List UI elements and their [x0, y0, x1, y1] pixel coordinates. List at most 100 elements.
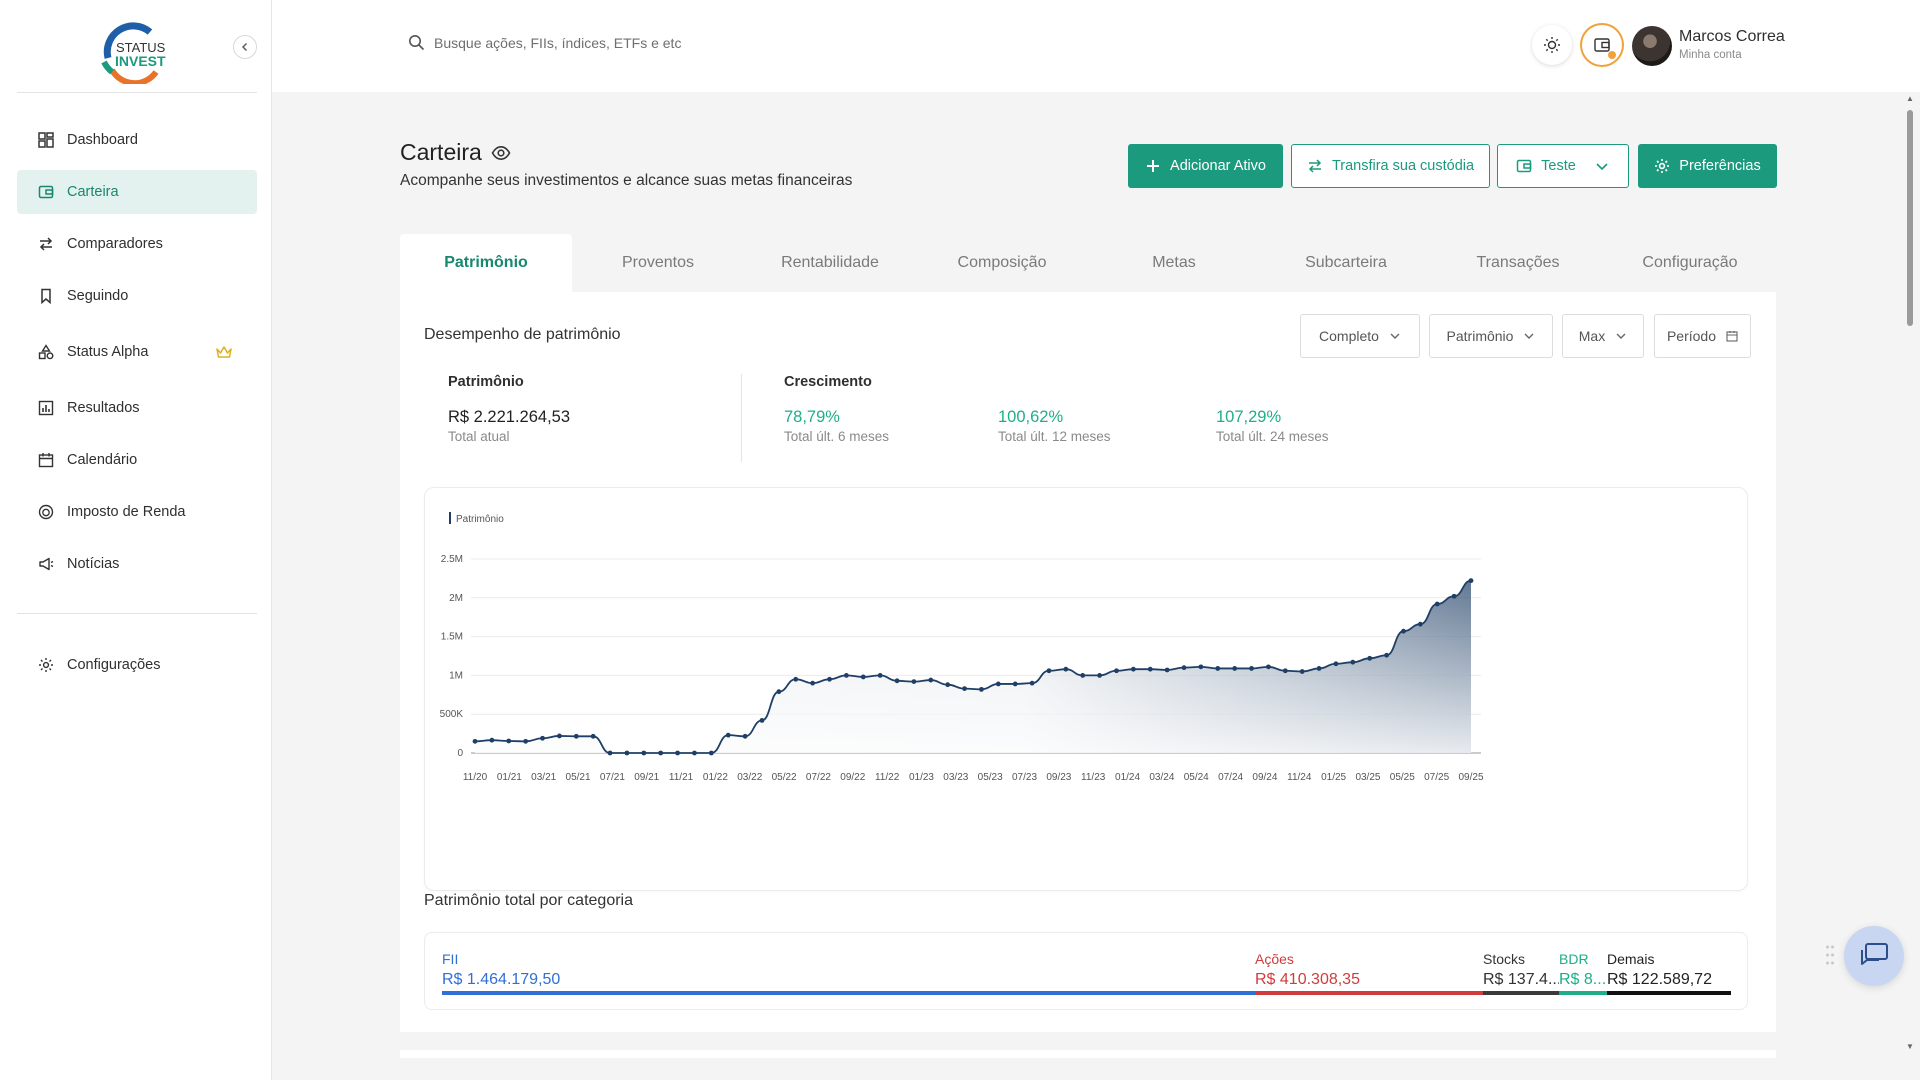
legend-swatch [449, 512, 451, 524]
data-point [1451, 593, 1457, 599]
x-tick-label: 05/23 [978, 772, 1003, 783]
sidebar-item-configuracoes[interactable]: Configurações [17, 643, 257, 687]
x-tick-label: 03/21 [531, 772, 556, 783]
scroll-up-arrow[interactable]: ▲ [1906, 94, 1914, 103]
x-tick-label: 05/22 [772, 772, 797, 783]
crown-icon [215, 343, 233, 361]
data-point [1130, 666, 1136, 672]
add-asset-button[interactable]: Adicionar Ativo [1128, 144, 1283, 188]
stats-divider [741, 374, 742, 462]
tab-subcarteira[interactable]: Subcarteira [1305, 254, 1387, 271]
bookmark-icon [37, 287, 55, 305]
period-picker[interactable]: Período [1654, 314, 1751, 358]
gear-icon [1655, 159, 1670, 173]
sidebar-item-seguindo[interactable]: Seguindo [17, 274, 257, 318]
sidebar-item-calendario[interactable]: Calendário [17, 438, 257, 482]
metric-dropdown[interactable]: Patrimônio [1429, 314, 1553, 358]
data-point [962, 686, 967, 691]
y-tick-label: 0 [457, 748, 463, 759]
wallet-select-dropdown[interactable]: Teste [1497, 144, 1629, 188]
data-point [658, 750, 664, 756]
data-point [1012, 681, 1018, 687]
sidebar-item-carteira[interactable]: Carteira [17, 170, 257, 214]
sidebar-item-imposto-de-renda[interactable]: Imposto de Renda [17, 490, 257, 534]
wallet-notification-button[interactable] [1582, 25, 1622, 65]
mode-dropdown[interactable]: Completo [1300, 314, 1420, 358]
data-point [810, 680, 816, 686]
preferences-button[interactable]: Preferências [1638, 144, 1777, 188]
chevron-down-icon [1596, 163, 1608, 171]
x-tick-label: 01/23 [909, 772, 934, 783]
sidebar-item-label: Calendário [67, 452, 138, 468]
data-point [523, 738, 529, 744]
sidebar-item-status-alpha[interactable]: Status Alpha [17, 330, 257, 374]
scrollbar-thumb[interactable] [1907, 110, 1913, 326]
sidebar-item-dashboard[interactable]: Dashboard [17, 118, 257, 162]
wallet-select-value: Teste [1541, 158, 1576, 174]
tab-proventos[interactable]: Proventos [621, 254, 695, 271]
sidebar-item-label: Carteira [67, 184, 119, 200]
data-point [1198, 664, 1204, 670]
add-asset-label: Adicionar Ativo [1170, 158, 1266, 174]
x-tick-label: 09/21 [634, 772, 659, 783]
scroll-down-arrow[interactable]: ▼ [1906, 1042, 1914, 1051]
page-title: Carteira [400, 139, 511, 166]
y-tick-label: 500K [440, 709, 464, 720]
chat-icon [1861, 943, 1888, 965]
search-input[interactable]: Busque ações, FIIs, índices, ETFs e etc [408, 34, 681, 51]
data-point [1080, 673, 1086, 678]
category-bdr[interactable]: BDR R$ 8... [1559, 933, 1607, 1011]
sidebar-item-comparadores[interactable]: Comparadores [17, 222, 257, 266]
user-name[interactable]: Marcos Correa [1679, 28, 1785, 45]
category-demais[interactable]: Demais R$ 122.589,72 [1607, 933, 1731, 1011]
category-stocks[interactable]: Stocks R$ 137.4... [1483, 933, 1559, 1011]
chevron-down-icon [1616, 333, 1626, 339]
range-dropdown-value: Max [1578, 328, 1606, 344]
compare-arrows-icon [37, 235, 55, 253]
chat-button[interactable] [1844, 926, 1904, 986]
tab-rentabilidade[interactable]: Rentabilidade [781, 254, 879, 271]
x-tick-label: 11/22 [875, 772, 900, 783]
tab-configuracao[interactable]: Configuração [1642, 254, 1738, 271]
transfer-custody-button[interactable]: Transfira sua custódia [1291, 144, 1490, 188]
drag-handle-icon[interactable] [1825, 944, 1835, 966]
category-value: R$ 122.589,72 [1607, 971, 1712, 988]
theme-toggle-button[interactable] [1532, 25, 1572, 65]
sidebar-item-label: Notícias [67, 556, 120, 572]
avatar[interactable] [1632, 26, 1672, 66]
category-fii[interactable]: FII R$ 1.464.179,50 [442, 933, 1255, 1011]
category-name: BDR [1559, 951, 1589, 967]
data-point [759, 718, 765, 723]
chevron-left-icon [242, 43, 247, 51]
eye-icon[interactable] [491, 143, 511, 163]
tab-composicao[interactable]: Composição [957, 254, 1047, 271]
data-point [894, 678, 900, 684]
tab-metas[interactable]: Metas [1152, 254, 1196, 271]
x-tick-label: 03/25 [1355, 772, 1380, 783]
sidebar-item-label: Dashboard [67, 132, 138, 148]
data-point [607, 750, 613, 756]
sidebar-item-resultados[interactable]: Resultados [17, 386, 257, 430]
sidebar-item-noticias[interactable]: Notícias [17, 542, 257, 586]
plus-icon [1147, 160, 1160, 172]
growth-12m-label: Total últ. 12 meses [998, 429, 1111, 444]
range-dropdown[interactable]: Max [1562, 314, 1644, 358]
data-point [1097, 673, 1103, 678]
shapes-icon [37, 343, 55, 361]
tab-patrimonio[interactable]: Patrimônio [400, 234, 572, 292]
x-tick-label: 05/25 [1390, 772, 1415, 783]
data-point [742, 733, 748, 739]
status-invest-logo[interactable]: STATUS INVEST [98, 22, 178, 87]
y-tick-label: 1M [449, 670, 463, 681]
chevron-down-icon [1390, 333, 1400, 339]
data-point [1215, 666, 1221, 671]
account-link[interactable]: Minha conta [1679, 49, 1742, 61]
growth-6m-value: 78,79% [784, 408, 840, 426]
transfer-arrows-icon [1308, 159, 1321, 173]
mode-dropdown-value: Completo [1319, 328, 1379, 344]
collapse-sidebar-button[interactable] [233, 35, 257, 59]
data-point [843, 673, 849, 678]
tab-transacoes[interactable]: Transações [1476, 254, 1560, 271]
category-acoes[interactable]: Ações R$ 410.308,35 [1255, 933, 1483, 1011]
data-point [1468, 578, 1474, 584]
